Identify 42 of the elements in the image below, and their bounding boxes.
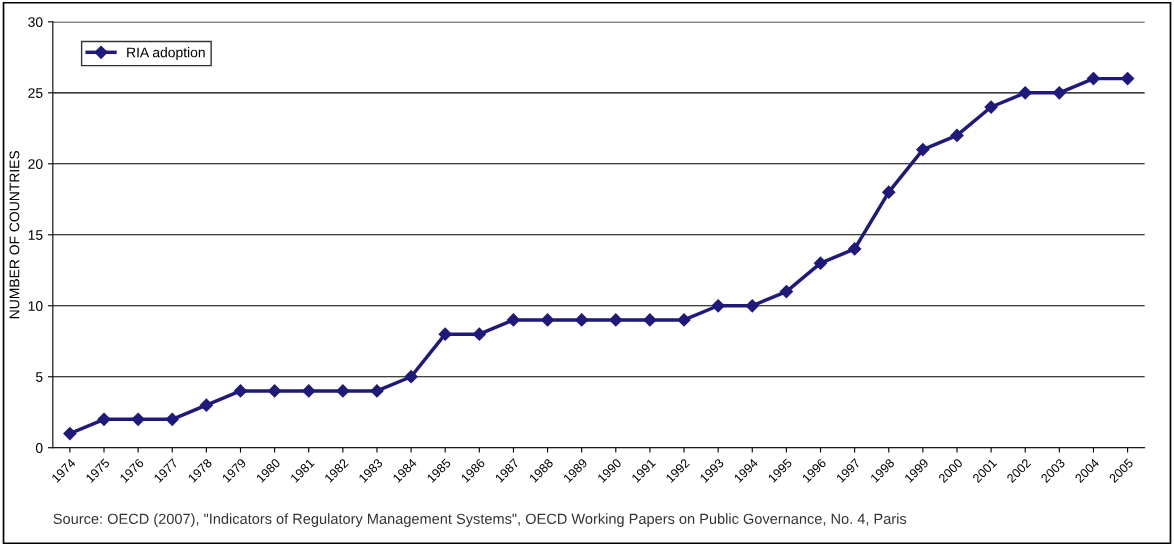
point xyxy=(1121,72,1135,86)
y-tick-label: 10 xyxy=(28,301,43,311)
point xyxy=(472,327,486,341)
y-tick-label: 0 xyxy=(35,443,43,453)
y-tick-label: 30 xyxy=(28,17,43,28)
y-tick-label: 15 xyxy=(28,230,43,240)
point xyxy=(336,384,350,398)
point xyxy=(199,398,213,412)
point xyxy=(1052,86,1066,100)
y-tick-label: 20 xyxy=(28,159,43,169)
point xyxy=(950,128,964,142)
point xyxy=(677,313,691,327)
point xyxy=(1018,86,1032,100)
point xyxy=(97,412,111,426)
point xyxy=(643,313,657,327)
point xyxy=(165,412,179,426)
point xyxy=(745,299,759,313)
point xyxy=(370,384,384,398)
point xyxy=(233,384,248,398)
point xyxy=(302,384,316,398)
point xyxy=(984,100,998,114)
point xyxy=(575,313,589,327)
point xyxy=(848,242,862,256)
point xyxy=(813,256,828,270)
y-tick-label: 5 xyxy=(35,372,43,382)
point xyxy=(540,313,555,327)
point xyxy=(131,412,145,426)
source-note: Source: OECD (2007), "Indicators of Regulatory Management Systems", OECD Working Papers on Public Governance, No. 4, Paris xyxy=(53,513,907,527)
point xyxy=(506,313,521,327)
point xyxy=(882,185,896,199)
point xyxy=(1086,72,1101,86)
y-axis-title: NUMBER OF COUNTRIES xyxy=(9,150,20,319)
point xyxy=(916,143,930,157)
y-tick-label: 25 xyxy=(28,88,43,98)
legend-label: RIA adoption xyxy=(127,47,205,61)
point xyxy=(63,426,77,441)
point xyxy=(404,370,418,384)
point xyxy=(609,313,623,327)
point xyxy=(779,284,793,299)
point xyxy=(711,299,725,313)
point xyxy=(438,327,452,341)
point xyxy=(268,384,282,398)
